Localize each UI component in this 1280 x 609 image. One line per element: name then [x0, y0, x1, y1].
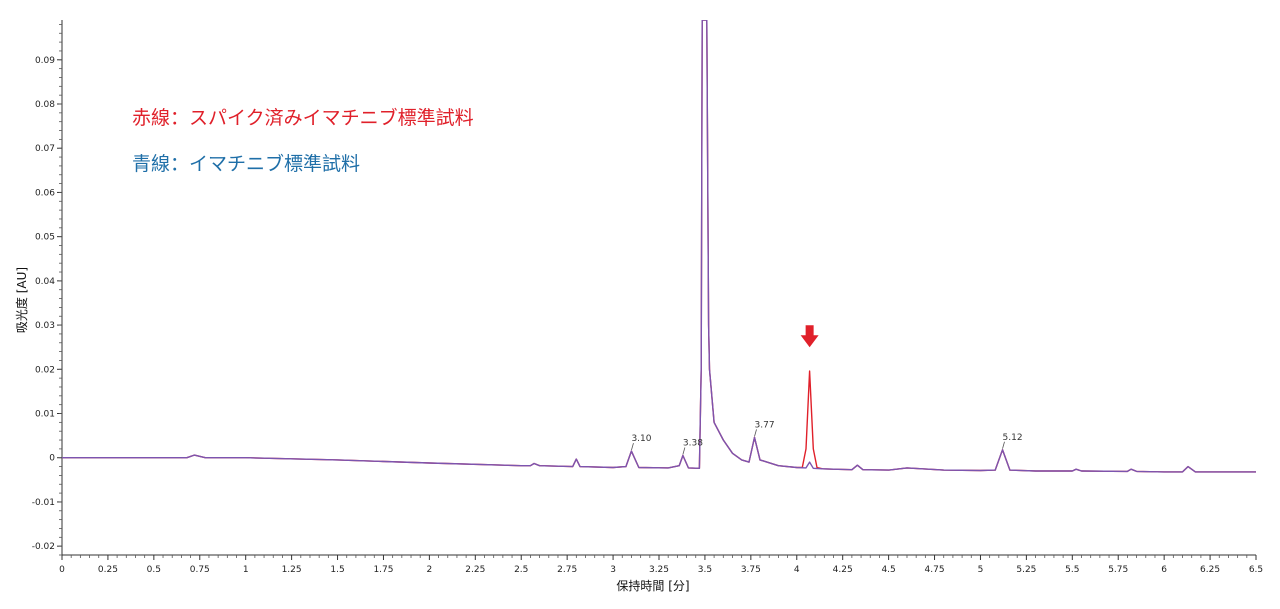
- x-tick-label: 3.5: [698, 565, 712, 575]
- x-tick-label: 4.75: [925, 565, 945, 575]
- y-axis-title: 吸光度 [AU]: [14, 267, 29, 333]
- x-tick-label: 4: [794, 565, 800, 575]
- y-tick-label: 0.02: [35, 365, 55, 375]
- x-tick-label: 0.75: [190, 565, 210, 575]
- peak-label-leader: [682, 447, 686, 455]
- x-tick-label: 1.25: [282, 565, 302, 575]
- x-tick-label: 4.25: [833, 565, 853, 575]
- x-tick-label: 0: [59, 565, 65, 575]
- y-tick-label: 0.09: [35, 56, 55, 66]
- legend-blue-series: 青線：イマチニブ標準試料: [132, 152, 360, 175]
- x-tick-label: 5.5: [1065, 565, 1079, 575]
- x-tick-label: 3.25: [649, 565, 669, 575]
- series-line-blue: [62, 20, 1256, 473]
- x-tick-label: 0.5: [147, 565, 161, 575]
- legend-red-series: 赤線：スパイク済みイマチニブ標準試料: [132, 106, 474, 129]
- x-tick-label: 2.5: [514, 565, 528, 575]
- x-axis-title: 保持時間 [分]: [616, 578, 689, 593]
- x-tick-label: 5.25: [1016, 565, 1036, 575]
- y-tick-label: 0.04: [35, 277, 55, 287]
- y-tick-label: 0.08: [35, 100, 55, 110]
- x-tick-label: 1.5: [330, 565, 344, 575]
- y-tick-label: 0.01: [35, 410, 55, 420]
- peak-label: 5.12: [1003, 433, 1023, 443]
- peak-label: 3.38: [683, 439, 703, 449]
- y-tick-label: 0.07: [35, 144, 55, 154]
- y-tick-label: 0.06: [35, 188, 55, 198]
- peak-label: 3.10: [631, 434, 651, 444]
- y-tick-label: -0.02: [32, 542, 55, 552]
- x-tick-label: 1: [243, 565, 249, 575]
- x-tick-label: 6.5: [1249, 565, 1263, 575]
- y-tick-label: 0: [49, 454, 55, 464]
- down-arrow-icon: [800, 325, 819, 348]
- y-tick-label: 0.03: [35, 321, 55, 331]
- x-tick-label: 6.25: [1200, 565, 1220, 575]
- y-tick-label: 0.05: [35, 233, 55, 243]
- peak-label-leader: [754, 429, 757, 437]
- x-tick-label: 4.5: [881, 565, 895, 575]
- x-tick-label: 2.25: [465, 565, 485, 575]
- x-tick-label: 1.75: [373, 565, 393, 575]
- series-line-red: [62, 20, 1256, 473]
- series-layer: [62, 20, 1256, 473]
- x-tick-label: 0.25: [98, 565, 118, 575]
- annotation-arrow-layer: [800, 325, 819, 348]
- x-tick-label: 2: [427, 565, 433, 575]
- y-ticks: -0.02 -0.01 0 0.01 0.02 0.03 0.04 0.05 0.06 0.07 0…: [32, 24, 62, 556]
- x-tick-label: 6: [1161, 565, 1167, 575]
- axes-layer: [61, 20, 1256, 556]
- peak-labels: 3.10 3.38 3.77 5.12: [631, 420, 1023, 455]
- x-tick-label: 5.75: [1108, 565, 1128, 575]
- peak-label-leader: [631, 442, 634, 451]
- peak-label: 3.77: [755, 420, 775, 430]
- x-tick-label: 2.75: [557, 565, 577, 575]
- x-tick-label: 5: [978, 565, 984, 575]
- y-tick-label: -0.01: [32, 498, 55, 508]
- x-ticks: 0 0.25 0.5 0.75 1 1.25 1.5 1.75 2 2.25 2.5 2.75 3 3.2…: [59, 555, 1263, 575]
- x-tick-label: 3: [610, 565, 616, 575]
- peak-label-leader: [1002, 441, 1005, 449]
- x-tick-label: 3.75: [741, 565, 761, 575]
